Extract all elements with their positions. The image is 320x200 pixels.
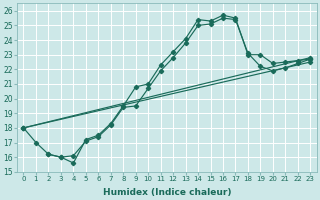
X-axis label: Humidex (Indice chaleur): Humidex (Indice chaleur) (103, 188, 231, 197)
